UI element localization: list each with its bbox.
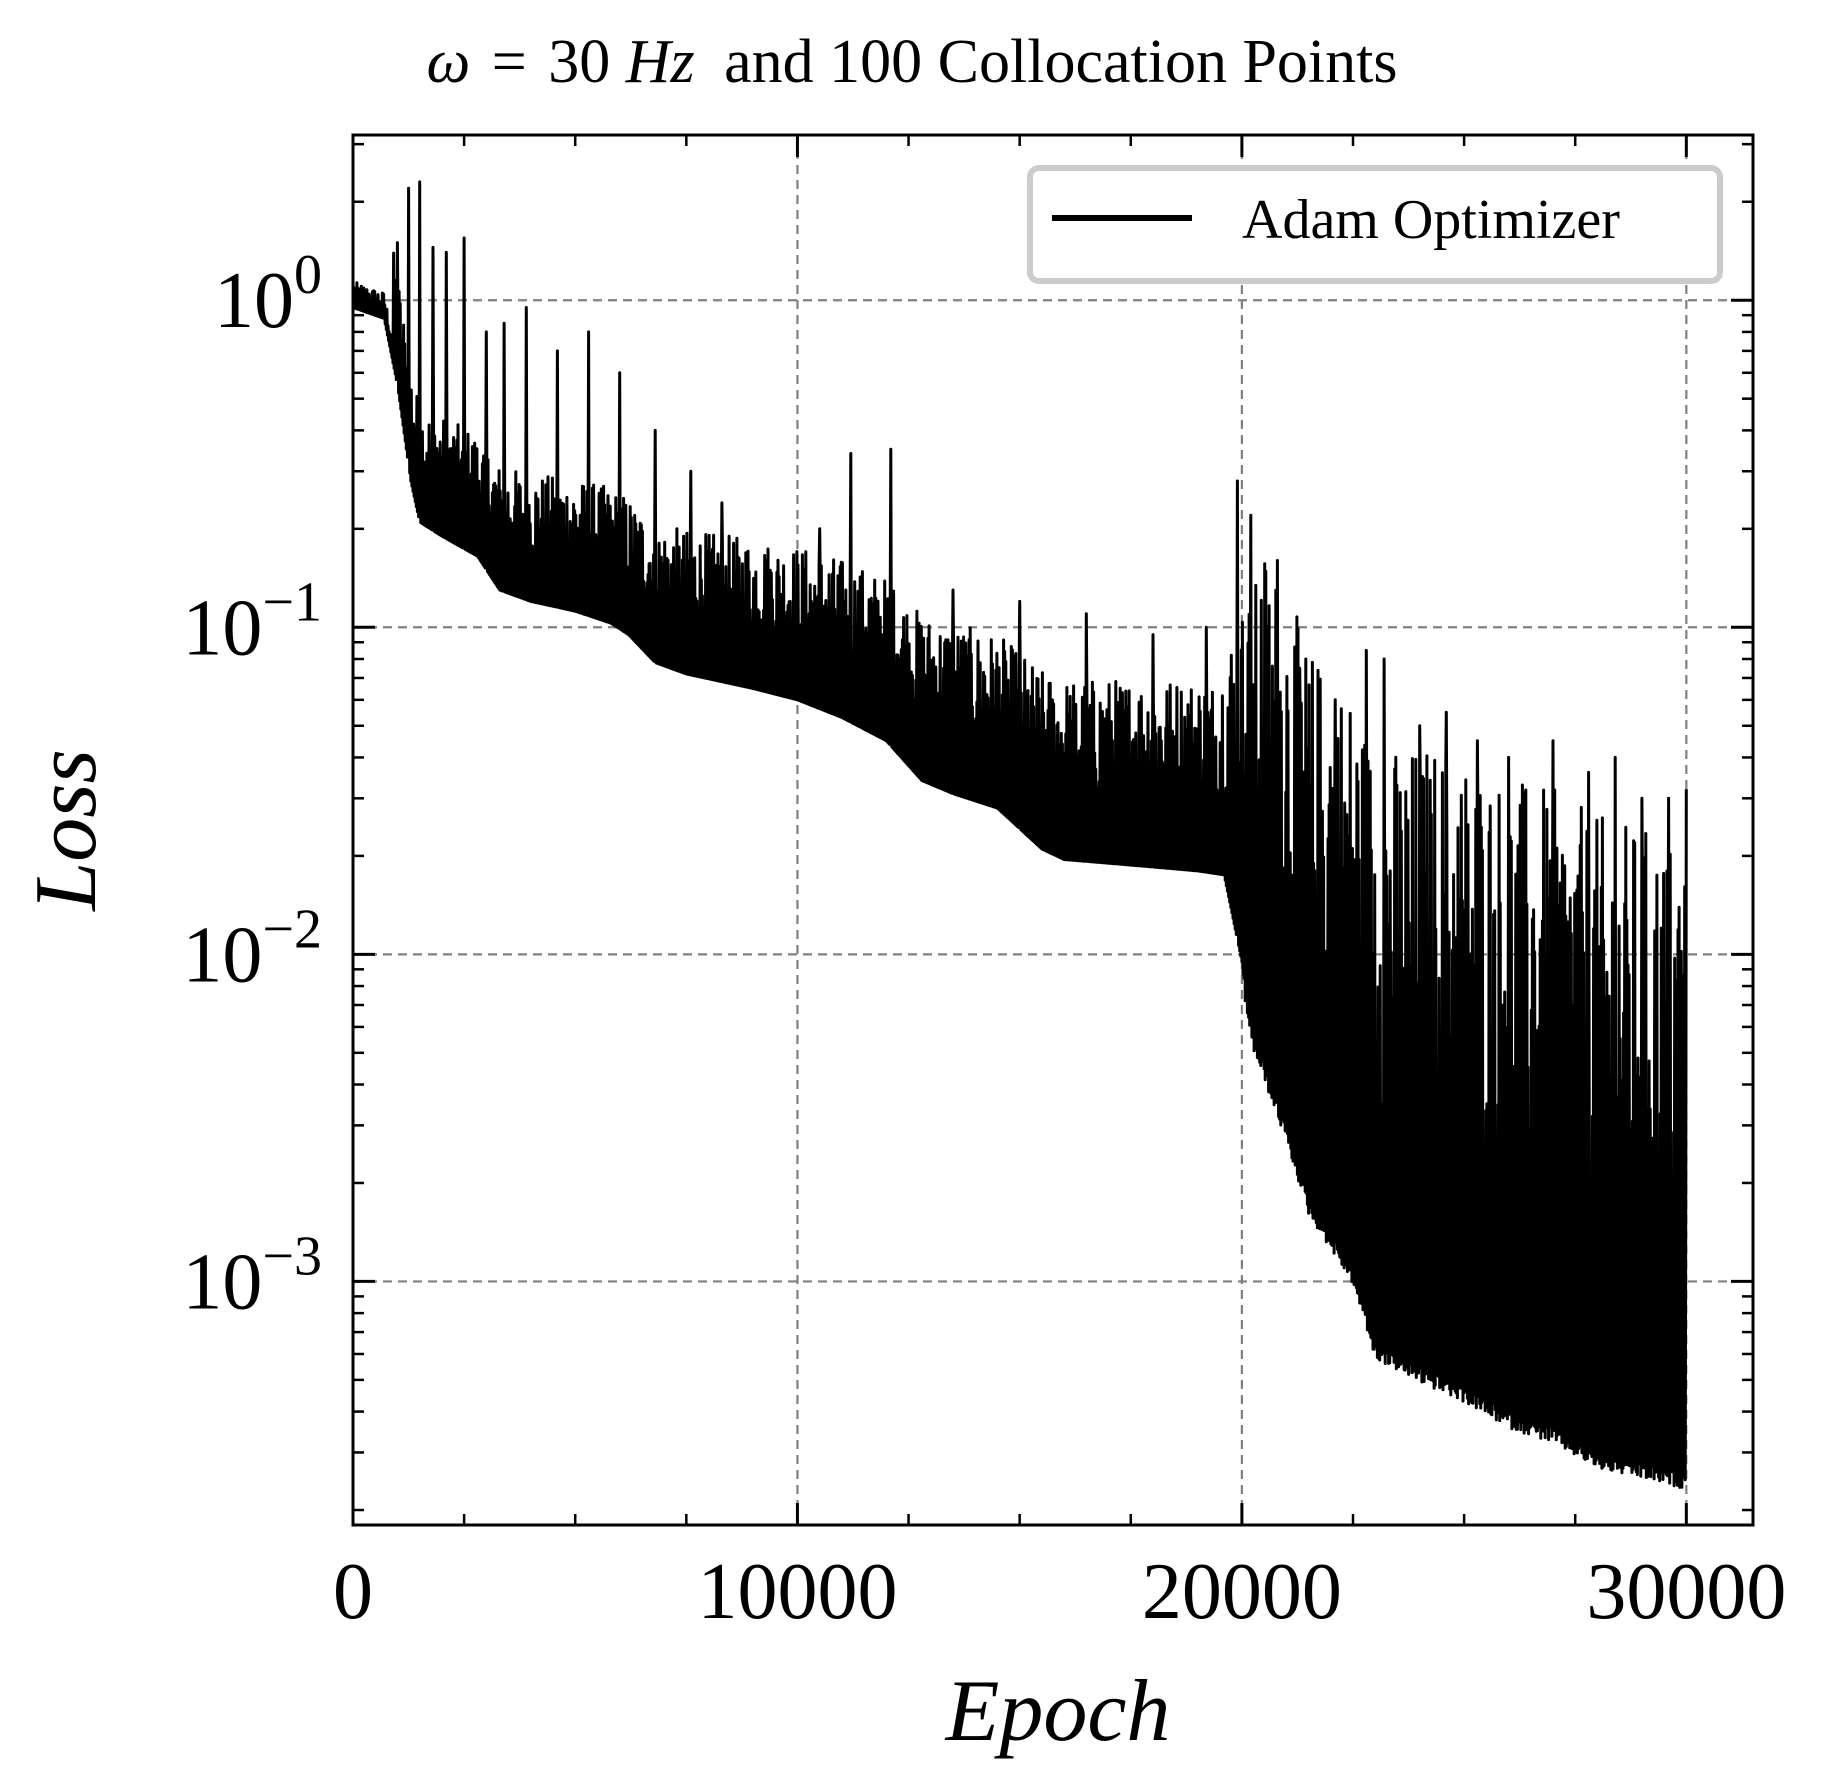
x-axis-label: Epoch: [944, 1663, 1171, 1760]
legend-label-adam-optimizer: Adam Optimizer: [1242, 189, 1620, 251]
y-tick-label: 10−3: [182, 1225, 322, 1326]
legend-box: [1027, 165, 1723, 284]
y-tick-labels: 10−3 10−2 10−1 100: [182, 244, 322, 1326]
y-tick-label: 10−1: [182, 571, 322, 672]
chart-title: ω = 30 Hz and 100 Collocation Points: [426, 28, 1397, 96]
x-tick-label: 10000: [697, 1548, 897, 1636]
ticks: [351, 135, 1753, 1525]
x-tick-label: 20000: [1142, 1548, 1342, 1636]
x-tick-label: 30000: [1586, 1548, 1786, 1636]
title-rest: and 100 Collocation Points: [724, 28, 1397, 96]
x-tick-labels: 0 10000 20000 30000: [333, 1548, 1786, 1636]
title-equals: =: [492, 28, 527, 96]
y-tick-label: 10−2: [182, 898, 322, 999]
y-tick-label: 100: [214, 244, 322, 345]
data-layer: [353, 180, 1688, 1489]
title-unit: Hz: [625, 28, 695, 96]
title-symbol: ω: [426, 28, 470, 96]
y-axis-label: Loss: [18, 749, 115, 912]
plot-frame: [351, 133, 1755, 1527]
series-line-adam-optimizer: [353, 180, 1688, 1489]
legend: Adam Optimizer: [1027, 165, 1723, 284]
x-tick-label: 0: [333, 1548, 373, 1636]
title-value: 30: [548, 28, 610, 96]
